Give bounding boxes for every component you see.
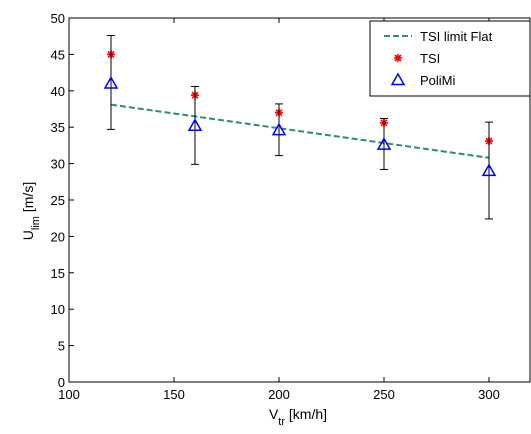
x-axis-title: Vtr [km/h] (269, 406, 327, 428)
y-tick-label: 25 (51, 193, 65, 208)
data-point (376, 137, 392, 150)
legend: TSI limit Flat TSI PoliMi (369, 20, 531, 97)
x-tick-label: 150 (163, 387, 185, 402)
data-point (481, 163, 497, 177)
y-tick-label: 45 (51, 47, 65, 62)
asterisk-stroke (394, 54, 402, 62)
y-tick-label: 15 (51, 266, 65, 281)
y-axis-title-main: U (20, 230, 36, 240)
y-tick-label: 30 (51, 157, 65, 172)
x-axis-title-main: V (269, 406, 279, 422)
legend-entry: PoliMi (390, 72, 456, 88)
y-tick-label: 50 (51, 11, 65, 26)
series-line (110, 103, 490, 159)
legend-entry: TSI limit Flat (384, 29, 493, 44)
legend-label: TSI (420, 51, 440, 66)
y-tick-label: 0 (58, 375, 65, 390)
legend-label: PoliMi (420, 73, 456, 88)
y-axis-title-sub: lim (30, 216, 42, 230)
legend-swatch (390, 72, 406, 86)
x-tick-label: 200 (268, 387, 290, 402)
x-tick-label: 250 (373, 387, 395, 402)
y-axis-title: Ulim [m/s] (20, 182, 42, 240)
y-tick-label: 35 (51, 120, 65, 135)
y-tick-label: 10 (51, 302, 65, 317)
x-axis-title-sub: tr (278, 416, 285, 428)
data-point (271, 122, 287, 136)
legend-entry: TSI (394, 51, 440, 66)
series-tsi-limit-flat (110, 103, 490, 159)
series-layer (103, 34, 497, 220)
y-tick-label: 20 (51, 229, 65, 244)
x-tick-label: 300 (478, 387, 500, 402)
data-point (103, 76, 119, 89)
y-tick-label: 5 (58, 339, 65, 354)
legend-label: TSI limit Flat (420, 29, 493, 44)
x-tick-label: 100 (58, 387, 80, 402)
legend-swatch (394, 54, 402, 62)
axis-ticks: 100 150 200 250 300 0 5 10 15 20 25 30 35 40 45 50 (51, 11, 500, 402)
data-point (187, 118, 203, 131)
x-axis-title-unit: [km/h] (285, 406, 327, 422)
y-axis-title-unit: [m/s] (20, 182, 36, 216)
y-tick-label: 40 (51, 84, 65, 99)
series-polimi (103, 34, 497, 220)
